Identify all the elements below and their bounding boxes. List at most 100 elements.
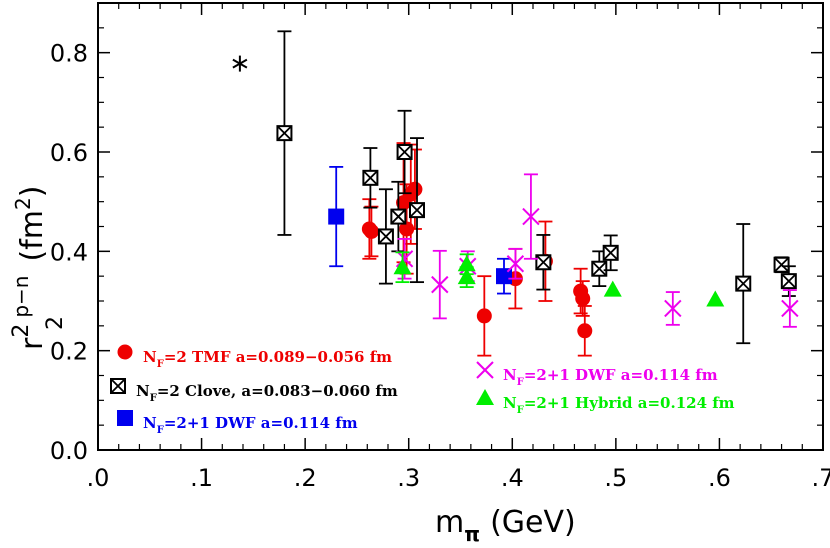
marker-x-b — [664, 299, 682, 318]
data-point — [362, 169, 379, 186]
marker-triangle — [457, 268, 476, 285]
x-tick-label: .3 — [397, 464, 420, 492]
legend-entry-hybrid: NF=2+1 Hybrid a=0.124 fm — [476, 389, 735, 416]
x-axis-title-sub: π — [464, 522, 480, 546]
y-tick-label: 0.6 — [50, 139, 88, 167]
marker-triangle — [393, 258, 412, 275]
marker-x-b — [522, 207, 540, 226]
x-tick-label: .7 — [812, 464, 830, 492]
legend-label-prefix: N — [143, 414, 157, 432]
legend-label-sub: F — [157, 359, 164, 370]
x-tick-label: .2 — [294, 464, 317, 492]
data-point — [232, 55, 248, 72]
marker-circle — [407, 181, 423, 197]
series-clover — [276, 30, 797, 345]
marker-triangle — [706, 290, 725, 307]
marker-circle — [476, 308, 492, 324]
svg-text:2: 2 — [43, 316, 68, 330]
data-point — [735, 275, 752, 292]
marker-triangle — [476, 389, 494, 405]
marker-square — [117, 410, 133, 426]
data-point — [363, 223, 379, 239]
marker-circle — [117, 344, 133, 360]
data-point — [377, 228, 394, 245]
legend-label-sub: F — [157, 425, 164, 436]
legend-entry-dwf_box: NF=2+1 DWF a=0.114 fm — [117, 410, 358, 436]
y-axis-title-unit: (fm — [15, 210, 50, 262]
legend-marker — [476, 389, 494, 405]
y-tick-label: 0.2 — [50, 338, 88, 366]
data-point — [602, 244, 619, 261]
marker-circle — [575, 291, 591, 307]
marker-circle — [363, 223, 379, 239]
legend-label-sub: F — [150, 393, 157, 404]
data-point — [706, 290, 725, 307]
series-tmf — [361, 142, 593, 357]
data-point — [476, 308, 492, 324]
data-point — [781, 299, 799, 318]
data-point — [396, 144, 413, 160]
marker-x-b — [781, 299, 799, 318]
y-tick-label: 0.8 — [50, 40, 88, 68]
legend-label-sub: F — [517, 377, 524, 388]
data-point — [522, 207, 540, 226]
x-tick-label: .4 — [501, 464, 524, 492]
marker-box-diag-b — [276, 125, 293, 141]
marker-star-b — [232, 58, 248, 69]
marker-box-diag-b — [110, 378, 126, 394]
data-point — [393, 258, 412, 275]
marker-box-diag-b — [781, 273, 797, 289]
data-point — [506, 255, 525, 273]
data-point — [457, 268, 476, 285]
marker-x-b — [476, 361, 494, 379]
axis-ticks — [97, 2, 824, 451]
legend-entry-clover: NF=2 Clove, a=0.083−0.060 fm — [110, 378, 398, 404]
x-tick-label: .5 — [604, 464, 627, 492]
x-axis-title: mπ (GeV) — [435, 505, 576, 546]
marker-box-diag-b — [591, 261, 607, 277]
marker-triangle — [603, 280, 622, 297]
legend-marker — [117, 344, 133, 360]
y-tick-label: 0.0 — [50, 437, 88, 465]
legend-label-prefix: N — [136, 382, 150, 400]
legend-label-prefix: N — [503, 394, 517, 412]
marker-x-b — [506, 255, 525, 273]
data-point — [577, 323, 593, 339]
marker-x-b — [431, 275, 449, 294]
marker-box-diag-b — [735, 275, 751, 292]
data-point — [276, 125, 293, 142]
legend-label: NF=2+1 DWF a=0.114 fm — [143, 414, 358, 436]
series-dwf_box — [328, 165, 512, 295]
data-point — [407, 181, 423, 197]
data-point — [409, 202, 425, 219]
svg-text:r2p−n(fm2): r2p−n(fm2) — [9, 186, 50, 350]
data-point — [575, 291, 591, 307]
x-tick-label: .1 — [190, 464, 213, 492]
data-point — [664, 299, 682, 318]
data-point — [535, 254, 552, 271]
marker-box-diag-b — [396, 144, 413, 160]
legend-label: NF=2+1 Hybrid a=0.124 fm — [503, 394, 735, 416]
x-axis-title-unit: (GeV) — [490, 505, 576, 540]
legend-label-prefix: N — [503, 366, 517, 384]
legend-marker — [117, 410, 133, 426]
marker-box-diag-b — [390, 208, 406, 225]
legend-marker — [476, 361, 494, 379]
marker-box-diag-b — [409, 202, 425, 218]
marker-circle — [577, 323, 593, 339]
marker-box-diag-b — [603, 245, 619, 261]
data-point — [603, 280, 622, 297]
data-point — [390, 208, 407, 225]
legend-label-rest: =2+1 Hybrid a=0.124 fm — [524, 394, 735, 412]
y-axis-title-unit-close: ) — [15, 186, 50, 198]
legend-label-rest: =2 Clove, a=0.083−0.060 fm — [157, 382, 398, 400]
legend-label-sub: F — [517, 405, 524, 416]
legend-label: NF=2 TMF a=0.089−0.056 fm — [143, 348, 392, 370]
data-point — [780, 273, 797, 290]
data-point — [591, 260, 608, 277]
marker-box-diag-b — [362, 170, 379, 186]
legend-label: NF=2 Clove, a=0.083−0.060 fm — [136, 382, 398, 404]
x-tick-label: .0 — [87, 464, 110, 492]
